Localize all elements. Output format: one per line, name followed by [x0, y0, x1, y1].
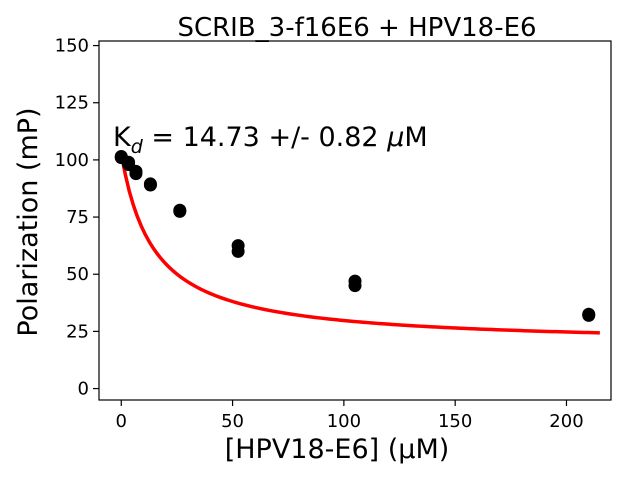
- data-point: [129, 167, 143, 181]
- data-point: [231, 244, 245, 258]
- x-tick-label: 0: [116, 411, 127, 432]
- kd-unit-mu: μ: [386, 122, 404, 153]
- x-axis: 0 50 100 150 200: [116, 400, 584, 432]
- x-tick-label: 50: [221, 411, 244, 432]
- y-tick-label: 50: [66, 264, 89, 285]
- x-axis-label: [HPV18-E6] (μM): [225, 434, 450, 465]
- data-point: [348, 279, 362, 293]
- y-tick-label: 25: [66, 321, 89, 342]
- kd-annotation: Kd = 14.73 +/- 0.82 μM: [113, 122, 428, 158]
- x-tick-label: 150: [438, 411, 472, 432]
- kd-subscript: d: [131, 136, 144, 158]
- chart-title: SCRIB_3-f16E6 + HPV18-E6: [177, 13, 536, 43]
- y-tick-label: 125: [55, 93, 89, 114]
- data-point: [582, 308, 596, 322]
- kd-prefix: K: [113, 122, 132, 153]
- data-points: [114, 149, 596, 322]
- y-tick-label: 100: [55, 150, 89, 171]
- plot-area: 0 50 100 150 200 0 25 50 75 100 125 150: [55, 36, 612, 432]
- y-axis: 0 25 50 75 100 125 150: [55, 36, 99, 400]
- y-axis-label: Polarization (mP): [13, 107, 44, 336]
- plot-frame: [98, 40, 612, 401]
- data-point: [143, 178, 157, 192]
- kd-value: = 14.73 +/- 0.82: [143, 122, 387, 153]
- fit-curve: [119, 153, 600, 335]
- x-tick-label: 200: [549, 411, 583, 432]
- y-tick-label: 0: [78, 379, 89, 400]
- x-tick-label: 100: [327, 411, 361, 432]
- y-tick-label: 75: [66, 207, 89, 228]
- data-point: [173, 204, 187, 218]
- kd-unit: M: [404, 122, 427, 153]
- y-tick-label: 150: [55, 36, 89, 57]
